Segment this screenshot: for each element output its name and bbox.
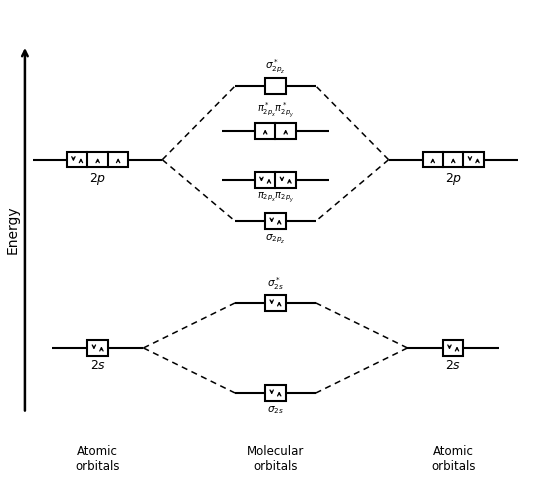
- Bar: [255, 123, 296, 139]
- Text: Atomic
orbitals: Atomic orbitals: [75, 445, 120, 473]
- Text: $2s$: $2s$: [89, 359, 106, 372]
- Bar: [87, 340, 108, 356]
- Bar: [423, 152, 484, 168]
- Text: $\sigma^*_{2p_z}$: $\sigma^*_{2p_z}$: [265, 57, 285, 75]
- Text: $2p$: $2p$: [445, 171, 462, 187]
- Text: Atomic
orbitals: Atomic orbitals: [431, 445, 475, 473]
- Text: Molecular
orbitals: Molecular orbitals: [247, 445, 304, 473]
- Text: $2p$: $2p$: [89, 171, 107, 187]
- Bar: [67, 152, 128, 168]
- Bar: [265, 385, 285, 401]
- Text: $\pi^*_{2p_x}\pi^*_{2p_y}$: $\pi^*_{2p_x}\pi^*_{2p_y}$: [257, 101, 294, 120]
- Text: $\pi_{2p_x}\pi_{2p_y}$: $\pi_{2p_x}\pi_{2p_y}$: [257, 191, 294, 205]
- Text: $2s$: $2s$: [445, 359, 461, 372]
- Bar: [255, 172, 296, 188]
- Text: $\sigma^*_{2s}$: $\sigma^*_{2s}$: [267, 275, 284, 292]
- Bar: [265, 78, 285, 94]
- Text: $\sigma_{2s}$: $\sigma_{2s}$: [267, 404, 284, 416]
- Bar: [443, 340, 463, 356]
- Text: Energy: Energy: [5, 205, 20, 253]
- Bar: [265, 295, 285, 311]
- Text: $\sigma_{2p_z}$: $\sigma_{2p_z}$: [265, 232, 285, 245]
- Bar: [265, 213, 285, 229]
